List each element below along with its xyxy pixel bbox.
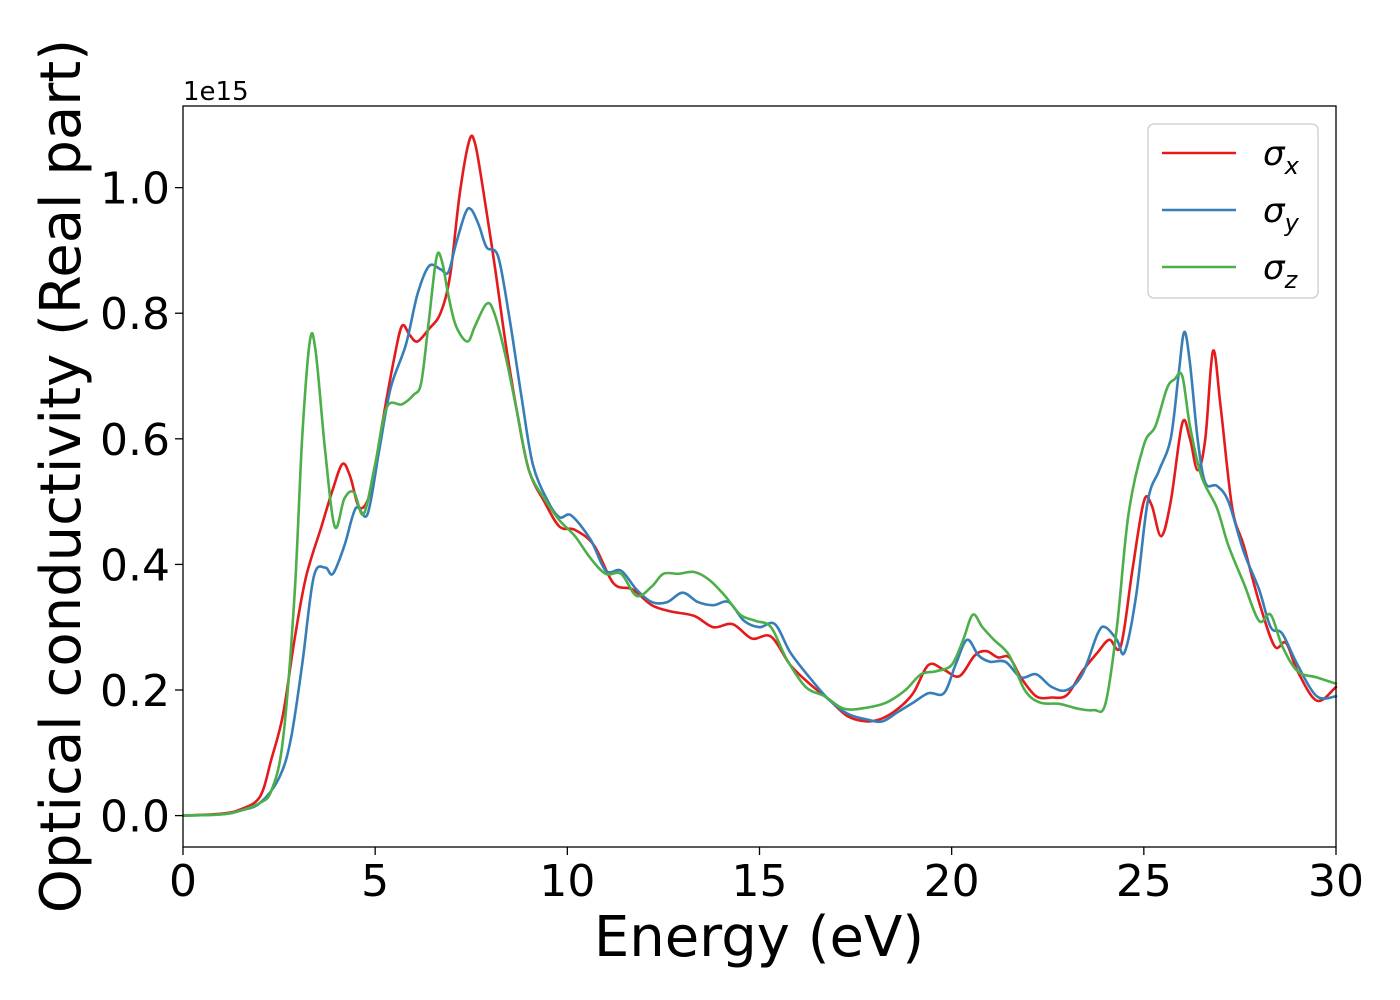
legend-subscript: y [1284,209,1300,237]
series-line-z [181,251,1338,817]
y-tick-label: 0.6 [100,415,170,466]
legend-symbol: σ [1263,248,1286,288]
legend-label-z: σz [1263,248,1299,294]
y-tick-label: 0.8 [100,289,170,340]
x-tick-label: 10 [539,856,595,907]
legend-label-y: σy [1263,191,1300,237]
y-offset-label: 1e15 [183,77,249,107]
series-line-y [181,206,1338,817]
x-tick-label: 30 [1308,856,1364,907]
x-tick-label: 20 [924,856,980,907]
y-tick-label: 0.2 [100,666,170,717]
legend-subscript: z [1284,266,1299,294]
legend-subscript: x [1284,152,1300,180]
legend-symbol: σ [1263,134,1286,174]
legend-symbol: σ [1263,191,1286,231]
x-axis-title: Energy (eV) [594,905,924,970]
x-tick-label: 15 [732,856,788,907]
series-layer [181,134,1338,817]
legend-label-x: σx [1263,134,1300,180]
y-tick-label: 1.0 [100,164,170,215]
y-tick-label: 0.0 [100,792,170,843]
y-tick-label: 0.4 [100,540,170,591]
x-tick-label: 0 [169,856,197,907]
y-axis-title: Optical conductivity (Real part) [29,39,94,913]
x-axis: 0 5 10 15 20 25 30 [169,847,1364,907]
x-tick-label: 25 [1116,856,1172,907]
y-axis: 0.0 0.2 0.4 0.6 0.8 1.0 [100,164,183,843]
x-tick-label: 5 [361,856,389,907]
